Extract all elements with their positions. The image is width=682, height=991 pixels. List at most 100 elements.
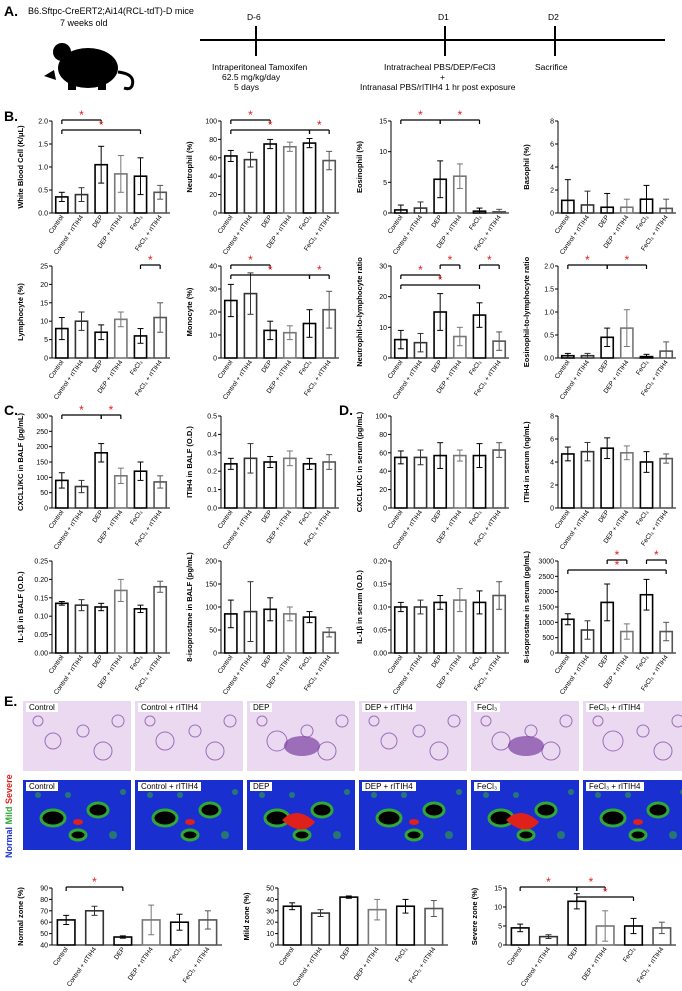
x-tick-label: DEP <box>91 214 104 229</box>
y-axis-label: IL-1β in BALF (O.D.) <box>16 571 25 643</box>
x-tick-label: DEP + rITIH4 <box>127 946 155 982</box>
y-tick-label: 20 <box>209 310 217 317</box>
sig-star: * <box>615 548 620 562</box>
bar <box>223 463 238 509</box>
histology-image: FeCl₃ + rITIH4 <box>583 701 682 771</box>
histology-title: Control + rITIH4 <box>138 703 202 712</box>
y-axis-label: Severe zone (%) <box>470 887 479 945</box>
y-tick-label: 50 <box>40 931 48 938</box>
histology-image: DEP + rITIH4 <box>359 701 467 771</box>
y-tick-label: 2.0 <box>38 119 48 126</box>
sig-star: * <box>438 273 443 287</box>
y-tick-label: 0 <box>44 506 48 513</box>
x-tick-label: FeCl₃ <box>468 359 483 377</box>
zone-heatmap: DEP <box>247 780 355 850</box>
sig-star: * <box>615 558 620 572</box>
x-tick-label: Control <box>506 946 524 968</box>
bar <box>302 142 317 214</box>
event3-l1: Sacrifice <box>535 62 568 72</box>
sig-star: * <box>109 403 114 417</box>
event2-l2: + <box>440 72 445 82</box>
sig-star: * <box>317 118 322 132</box>
bar <box>133 608 148 654</box>
bar <box>263 461 278 509</box>
panel-label-d: D. <box>339 402 353 418</box>
y-tick-label: 0 <box>550 211 554 218</box>
x-tick-label: FeCl₃ <box>298 214 313 232</box>
y-tick-label: 1.5 <box>38 142 48 149</box>
sig-star: * <box>148 253 153 267</box>
bar <box>223 155 238 214</box>
histology-title: DEP <box>250 703 273 712</box>
y-tick-label: 40 <box>209 264 217 271</box>
zone-heatmap: FeCl₃ <box>471 780 579 850</box>
y-tick-label: 100 <box>375 414 387 421</box>
y-axis-label: ITIH4 in BALF (O.D.) <box>185 426 194 498</box>
bar <box>54 602 69 654</box>
bar <box>492 449 507 509</box>
tick-d-6: D-6 <box>247 12 261 22</box>
y-tick-label: 60 <box>40 920 48 927</box>
x-tick-label: DEP <box>91 654 104 669</box>
bar <box>84 909 105 946</box>
x-tick-label: Control <box>387 654 405 676</box>
y-axis-label: Eosinophil (%) <box>355 140 364 193</box>
x-tick-label: Control <box>48 509 66 531</box>
y-tick-label: 10 <box>209 333 217 340</box>
x-tick-label: DEP <box>430 654 443 669</box>
chart-isoprostane_balf: 8-isoprostane in BALF (pg/mL) 0 50 100 150 20… <box>185 552 339 696</box>
y-tick-label: 5 <box>498 924 502 931</box>
chart-nlr: Neutrophil-to-lymphocyte ratio 0 10 20 30 Con… <box>355 253 509 401</box>
y-tick-label: 0.1 <box>207 487 217 494</box>
x-tick-label: DEP <box>597 509 610 524</box>
chart-normal_zone: Normal zone (%) 40 50 60 70 80 90 ControlContro… <box>16 875 222 988</box>
y-tick-label: 40 <box>40 943 48 950</box>
x-tick-label: FeCl₃ <box>298 359 313 377</box>
chart-elr: Eosinophil-to-lymphocyte ratio 0.0 0.5 1.0 1… <box>522 253 676 401</box>
y-axis-label: CXCL1/KC in serum (pg/mL) <box>355 411 364 512</box>
y-axis-label: Lymphocyte (%) <box>16 283 25 341</box>
y-tick-label: 0 <box>383 356 387 363</box>
bar <box>243 158 258 214</box>
histology-image: FeCl₃ <box>471 701 579 771</box>
timeline <box>200 26 665 56</box>
y-axis-label: 8-isoprostane in BALF (pg/mL) <box>185 552 194 662</box>
chart-il1b_serum: IL-1β in serum (O.D.) 0.00 0.05 0.10 0.15 0.2… <box>355 559 509 696</box>
sig-star: * <box>546 875 551 889</box>
y-tick-label: 0 <box>383 506 387 513</box>
x-tick-label: Control <box>217 509 235 531</box>
histology-image: Control <box>23 701 131 771</box>
mouse-strain: B6.Sftpc-CreERT2;Ai14(RCL-tdT)-D mice <box>28 6 194 16</box>
x-tick-label: FeCl₃ + rITIH4 <box>182 946 212 985</box>
chart-cxcl1_balf: CXCL1/KC in BALF (pg/mL) 0 50 100 150 200 250 3… <box>16 403 170 551</box>
y-tick-label: 6 <box>550 142 554 149</box>
sig-star: * <box>448 253 453 267</box>
y-tick-label: 50 <box>209 628 217 635</box>
y-tick-label: 2 <box>550 188 554 195</box>
y-tick-label: 0 <box>213 651 217 658</box>
y-tick-label: 0 <box>550 506 554 513</box>
x-tick-label: DEP <box>430 359 443 374</box>
y-tick-label: 0.5 <box>207 414 217 421</box>
bar <box>282 905 302 946</box>
bar <box>302 463 317 509</box>
y-tick-label: 0.0 <box>38 211 48 218</box>
y-tick-label: 80 <box>40 897 48 904</box>
x-tick-label: DEP <box>567 946 580 961</box>
y-tick-label: 100 <box>205 605 217 612</box>
event1-l2: 62.5 mg/kg/day <box>222 72 281 82</box>
x-tick-label: FeCl₃ <box>635 654 650 672</box>
bar <box>74 604 89 654</box>
x-tick-label: Control <box>217 654 235 676</box>
zone-heatmap: Control <box>23 780 131 850</box>
bar <box>452 454 467 509</box>
y-tick-label: 1.0 <box>544 310 554 317</box>
x-tick-label: FeCl₃ <box>468 214 483 232</box>
sig-star: * <box>92 875 97 889</box>
y-tick-label: 4 <box>550 165 554 172</box>
x-tick-label: DEP <box>430 214 443 229</box>
y-tick-label: 3000 <box>538 559 554 566</box>
y-axis-label: CXCL1/KC in BALF (pg/mL) <box>16 413 25 511</box>
